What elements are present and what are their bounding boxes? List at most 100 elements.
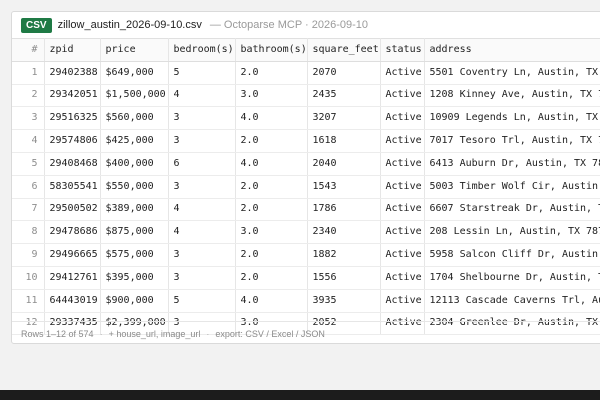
column-header[interactable]: bedroom(s) [168,38,236,62]
row-number: 1 [12,61,45,85]
table-cell: $560,000 [100,106,169,131]
table-cell: 4.0 [235,152,308,176]
extra-columns-note[interactable]: + house_url, image_url [108,328,201,339]
table-row[interactable]: 4 29574806 $425,000 3 2.0 1618 Active 7017 Teso… [12,129,600,153]
table-cell: 3 [168,106,236,131]
table-cell: 29516325 [44,106,101,131]
table-cell: 1882 [307,243,381,267]
row-count: Rows 1–12 of 574 [21,328,94,339]
row-number: 6 [12,175,45,199]
column-header[interactable]: status [380,38,425,62]
table-cell: 6607 Starstreak Dr, Austin, TX 78745 [424,198,600,222]
table-cell: Active [380,61,425,85]
table-cell: Active [380,289,425,313]
table-cell: 5003 Timber Wolf Cir, Austin, TX 78749 [424,175,600,199]
table-cell: Active [380,243,425,267]
table-cell: 2.0 [235,129,308,153]
table-row[interactable]: 11 64443019 $900,000 5 4.0 3935 Active 12113 Ca… [12,289,600,313]
row-number: 7 [12,198,45,222]
table-cell: 10909 Legends Ln, Austin, TX 78747 [424,106,600,131]
column-header[interactable]: bathroom(s) [235,38,308,62]
table-cell: 3 [168,266,236,290]
table-cell: 4.0 [235,289,308,313]
table-cell: 2070 [307,61,381,85]
table-row[interactable]: 8 29478686 $875,000 4 3.0 2340 Active 208 Lessi… [12,220,600,245]
bottom-dark-bar [0,390,600,400]
table-cell: 29500502 [44,198,101,222]
table-row[interactable]: 10 29412761 $395,000 3 2.0 1556 Active 1704 She… [12,266,600,290]
table-row[interactable]: 5 29408468 $400,000 6 4.0 2040 Active 6413 Aubu… [12,152,600,176]
footer-separator: · [206,328,210,339]
table-cell: $395,000 [100,266,169,290]
table-cell: 12113 Cascade Caverns Trl, Austin, TX 78… [424,289,600,313]
table-row[interactable]: 9 29496665 $575,000 3 2.0 1882 Active 5958 Salc… [12,243,600,267]
table-cell: $1,500,000 [100,84,169,108]
table-cell: Active [380,152,425,176]
table-row[interactable]: 2 29342051 $1,500,000 4 3.0 2435 Active 1208 Ki… [12,84,600,108]
column-header[interactable]: address [424,38,600,62]
table-cell: 3 [168,243,236,267]
file-source: — Octoparse MCP · 2026-09-10 [209,19,369,31]
table-cell: 2.0 [235,266,308,290]
table-cell: 7017 Tesoro Trl, Austin, TX 78729 [424,129,600,153]
table-cell: 29496665 [44,243,101,267]
table-cell: 4.0 [235,106,308,131]
table-cell: 2.0 [235,61,308,85]
table-cell: 29478686 [44,220,101,245]
table-cell: 3 [168,175,236,199]
table-cell: 3 [168,312,236,336]
table-row[interactable]: 6 58305541 $550,000 3 2.0 1543 Active 5003 Timb… [12,175,600,199]
table-row[interactable]: 3 29516325 $560,000 3 4.0 3207 Active 10909 Leg… [12,106,600,131]
table-cell: 29574806 [44,129,101,153]
table-cell: $550,000 [100,175,169,199]
table-footer: Rows 1–12 of 574 · + house_url, image_ur… [12,321,600,343]
row-number: 10 [12,266,45,290]
table-cell: 2.0 [235,175,308,199]
table-cell: 5501 Coventry Ln, Austin, TX 78723 [424,61,600,85]
table-cell: 58305541 [44,175,101,199]
table-cell: 2.0 [235,198,308,222]
table-cell: Active [380,106,425,131]
column-header[interactable]: price [100,38,169,62]
table-row[interactable]: 12 29337435 $2,399,000 3 3.0 2052 Active 2304 G… [12,312,600,336]
table-cell: 3.0 [235,84,308,108]
table-cell: Active [380,129,425,153]
row-number: 2 [12,84,45,108]
table-cell: 2340 [307,220,381,245]
column-header[interactable]: zpid [44,38,101,62]
row-number: 11 [12,289,45,313]
row-number: 3 [12,106,45,131]
file-name: zillow_austin_2026-09-10.csv [57,19,202,31]
table-cell: 4 [168,84,236,108]
row-number: 5 [12,152,45,176]
table-cell: 2435 [307,84,381,108]
table-cell: 6 [168,152,236,176]
table-cell: 1786 [307,198,381,222]
row-number: 4 [12,129,45,153]
row-number: 12 [12,312,45,336]
column-header[interactable]: # [12,38,45,62]
table-cell: Active [380,84,425,108]
table-cell: 1208 Kinney Ave, Austin, TX 78704 [424,84,600,108]
export-options[interactable]: export: CSV / Excel / JSON [215,328,325,339]
table-cell: 5 [168,289,236,313]
table-cell: Active [380,220,425,245]
table-cell: 1618 [307,129,381,153]
table-cell: 2304 Greenlee Dr, Austin, TX 78703 [424,312,600,336]
table-cell: Active [380,312,425,336]
table-row[interactable]: 1 29402388 $649,000 5 2.0 2070 Active 5501 Cove… [12,61,600,85]
csv-badge: CSV [21,17,52,33]
table-cell: 4 [168,220,236,245]
table-cell: 208 Lessin Ln, Austin, TX 78704 [424,220,600,245]
table-cell: 3 [168,129,236,153]
column-header[interactable]: square_feet [307,38,381,62]
table-cell: 29337435 [44,312,101,336]
table-cell: Active [380,266,425,290]
table-cell: $400,000 [100,152,169,176]
table-header-row: # zpid price bedroom(s) bathroom(s) square_fe… [12,38,600,62]
row-number: 9 [12,243,45,267]
footer-separator: · [99,328,103,339]
table-row[interactable]: 7 29500502 $389,000 4 2.0 1786 Active 6607 Star… [12,198,600,222]
data-table: # zpid price bedroom(s) bathroom(s) square_fe… [12,38,600,336]
table-cell: $649,000 [100,61,169,85]
